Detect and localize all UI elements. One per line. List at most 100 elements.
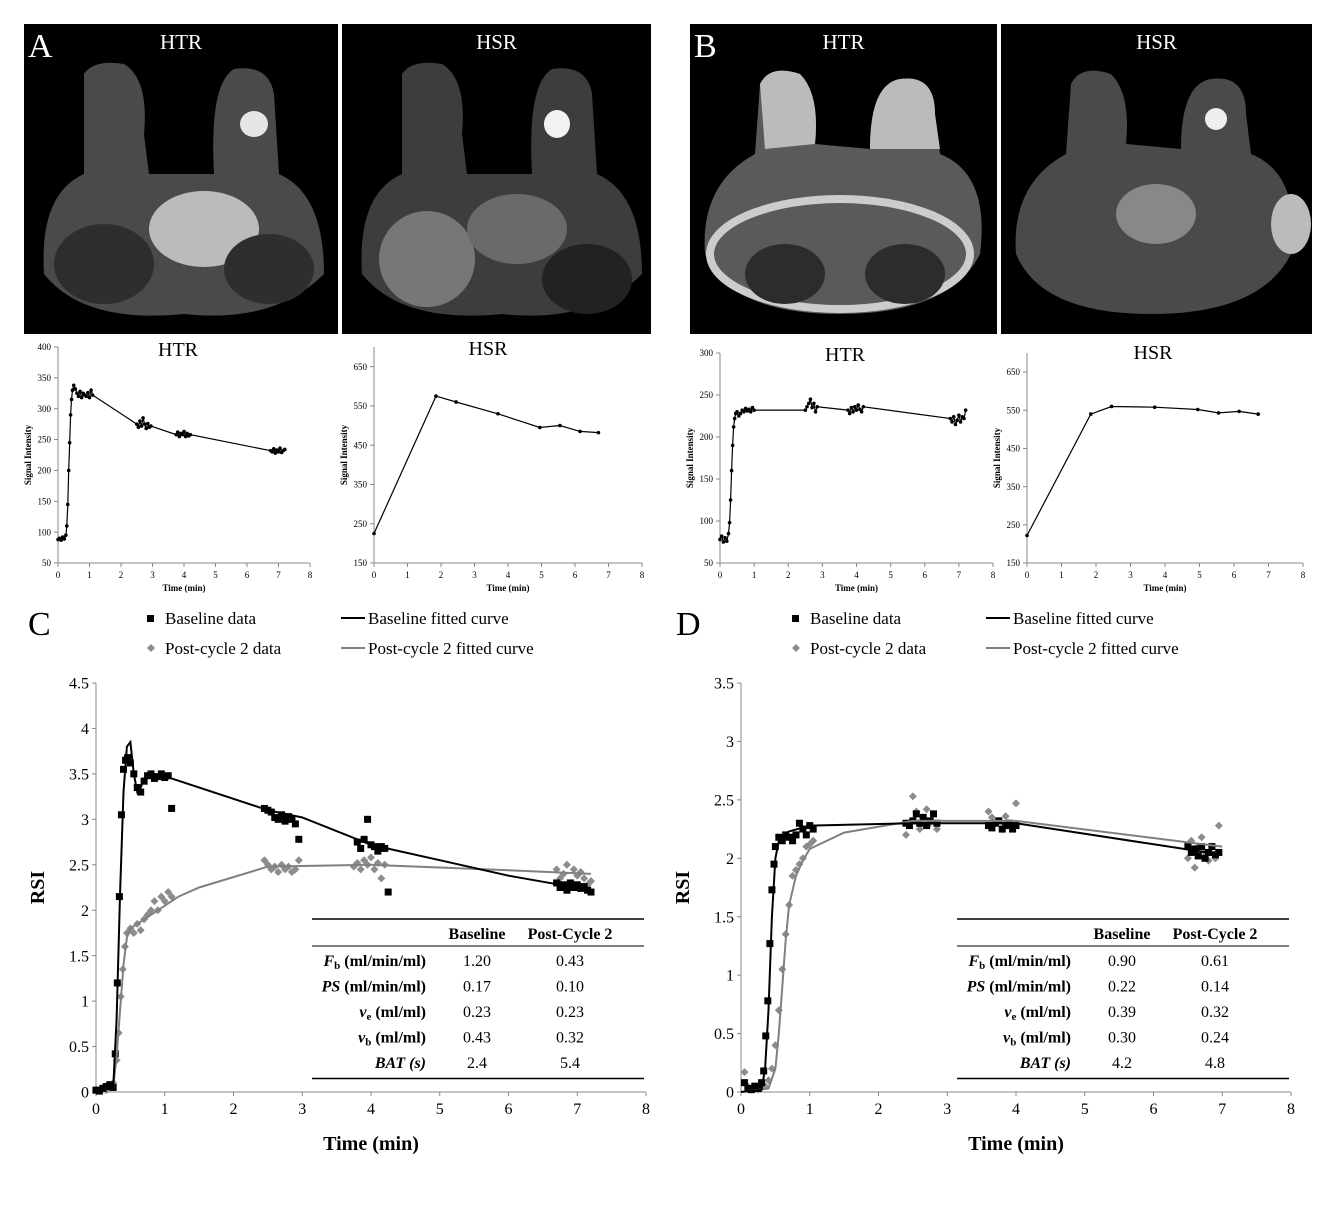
mri-scan-b-htr	[704, 70, 982, 315]
table-post-value: 0.14	[1201, 979, 1229, 996]
baseline-data-point	[930, 810, 937, 818]
data-point	[732, 416, 737, 421]
mri-scan-b-hsr	[1015, 70, 1311, 315]
post-cycle-data-point	[987, 813, 996, 822]
data-point	[1109, 404, 1114, 409]
y-axis-label: Signal Intensity	[685, 427, 695, 488]
baseline-data-point	[566, 879, 574, 887]
data-point	[538, 425, 542, 430]
x-tick-label: 0	[1025, 570, 1030, 580]
post-cycle-data-point	[915, 825, 924, 834]
table-header-baseline: Baseline	[1094, 926, 1151, 943]
post-cycle-data-point	[370, 865, 379, 874]
table-param-label: PS (ml/min/ml)	[321, 979, 426, 996]
data-point	[805, 404, 809, 409]
x-axis-label: Time (min)	[486, 583, 529, 593]
y-tick-label: 2.5	[714, 792, 734, 809]
x-tick-label: 8	[1301, 570, 1306, 580]
x-tick-label: 0	[92, 1101, 100, 1118]
data-point	[67, 440, 72, 445]
legend-baseline-data-marker	[792, 615, 799, 622]
data-point	[283, 447, 287, 452]
data-point	[1025, 533, 1029, 538]
baseline-data-point	[117, 811, 125, 819]
x-tick-label: 2	[875, 1101, 883, 1118]
baseline-data-point	[587, 888, 595, 896]
x-tick-label: 4	[506, 570, 511, 580]
x-tick-label: 6	[505, 1101, 513, 1118]
post-cycle-fitted-curve	[95, 863, 592, 1093]
legend-baseline-fit: Baseline fitted curve	[368, 609, 509, 628]
data-point	[849, 405, 854, 410]
y-tick-label: 150	[354, 558, 368, 568]
x-tick-label: 6	[245, 570, 250, 580]
data-point	[730, 443, 735, 448]
y-tick-label: 2	[726, 851, 734, 868]
table-post-value: 0.10	[556, 979, 584, 996]
post-cycle-data-point	[150, 897, 159, 906]
data-point	[950, 420, 954, 424]
x-tick-label: 3	[150, 570, 155, 580]
post-cycle-data-point	[1012, 799, 1020, 808]
baseline-data-point	[762, 1032, 770, 1040]
baseline-fitted-curve	[740, 822, 1223, 1093]
post-cycle-data-point	[778, 965, 787, 974]
x-tick-label: 8	[991, 570, 996, 580]
data-point	[1237, 409, 1241, 414]
legend-baseline-data-marker	[147, 615, 154, 622]
x-tick-label: 3	[943, 1101, 951, 1118]
data-point	[71, 383, 76, 388]
table-baseline-value: 0.43	[463, 1030, 491, 1047]
baseline-fitted-curve	[95, 739, 592, 1093]
y-tick-label: 450	[1007, 444, 1021, 454]
post-cycle-data-point	[1214, 821, 1223, 830]
baseline-data-point	[563, 886, 571, 894]
data-point	[948, 416, 953, 421]
data-point	[962, 416, 966, 421]
table-baseline-value: 0.23	[463, 1004, 491, 1021]
x-tick-label: 7	[573, 1101, 581, 1118]
data-point	[372, 531, 376, 536]
data-point	[851, 410, 855, 414]
y-tick-label: 450	[354, 440, 368, 450]
post-cycle-data-point	[580, 874, 589, 883]
y-tick-label: 100	[700, 516, 714, 526]
y-axis-label: Signal Intensity	[23, 424, 33, 485]
data-point	[727, 520, 732, 525]
data-point	[90, 393, 95, 397]
data-point	[188, 432, 193, 437]
x-axis-label: Time (min)	[162, 583, 205, 593]
y-tick-label: 550	[354, 401, 368, 411]
post-cycle-data-point	[274, 868, 283, 877]
chart-title: HTR	[158, 339, 199, 361]
baseline-data-point	[988, 824, 996, 832]
y-tick-label: 3.5	[69, 766, 89, 783]
table-baseline-value: 1.20	[463, 953, 491, 970]
post-cycle-data-point	[908, 792, 917, 801]
baseline-data-point	[168, 804, 176, 812]
data-point	[719, 534, 724, 538]
legend-baseline-data: Baseline data	[165, 609, 257, 628]
data-point	[79, 395, 84, 400]
x-tick-label: 3	[820, 570, 825, 580]
table-baseline-value: 0.30	[1108, 1030, 1136, 1047]
x-tick-label: 7	[1266, 570, 1271, 580]
data-point	[803, 408, 808, 412]
post-cycle-data-point	[136, 926, 145, 935]
series-line	[57, 383, 286, 542]
y-axis-label: Signal Intensity	[339, 424, 349, 485]
data-point	[723, 536, 727, 540]
data-point	[182, 429, 186, 434]
y-tick-label: 150	[1007, 558, 1021, 568]
series-line	[1026, 405, 1259, 536]
baseline-data-point	[802, 831, 810, 839]
y-tick-label: 0	[81, 1085, 89, 1102]
post-cycle-data-point	[569, 865, 578, 874]
mri-title: HSR	[476, 30, 517, 54]
table-post-value: 5.4	[560, 1055, 580, 1072]
baseline-data-point	[288, 815, 296, 823]
baseline-data-point	[1198, 843, 1206, 851]
x-axis-label: Time (min)	[968, 1133, 1064, 1155]
data-point	[750, 405, 755, 410]
data-point	[138, 419, 142, 423]
